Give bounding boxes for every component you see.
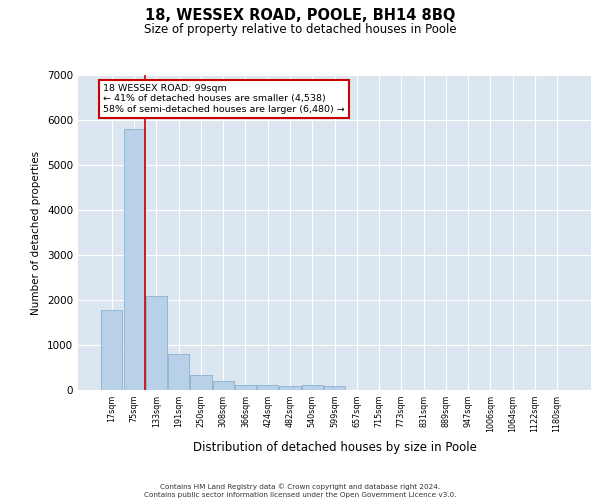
Text: 18, WESSEX ROAD, POOLE, BH14 8BQ: 18, WESSEX ROAD, POOLE, BH14 8BQ <box>145 8 455 22</box>
Bar <box>302 385 323 390</box>
Bar <box>146 296 167 390</box>
X-axis label: Distribution of detached houses by size in Poole: Distribution of detached houses by size … <box>193 440 476 454</box>
Bar <box>190 374 212 390</box>
Bar <box>101 310 122 390</box>
Text: Contains HM Land Registry data © Crown copyright and database right 2024.
Contai: Contains HM Land Registry data © Crown c… <box>144 484 456 498</box>
Bar <box>168 354 189 390</box>
Bar <box>235 384 256 390</box>
Bar <box>280 386 301 390</box>
Text: 18 WESSEX ROAD: 99sqm
← 41% of detached houses are smaller (4,538)
58% of semi-d: 18 WESSEX ROAD: 99sqm ← 41% of detached … <box>103 84 345 114</box>
Bar <box>124 129 145 390</box>
Bar <box>324 386 345 390</box>
Bar <box>257 385 278 390</box>
Text: Size of property relative to detached houses in Poole: Size of property relative to detached ho… <box>143 22 457 36</box>
Y-axis label: Number of detached properties: Number of detached properties <box>31 150 41 314</box>
Bar <box>212 381 234 390</box>
